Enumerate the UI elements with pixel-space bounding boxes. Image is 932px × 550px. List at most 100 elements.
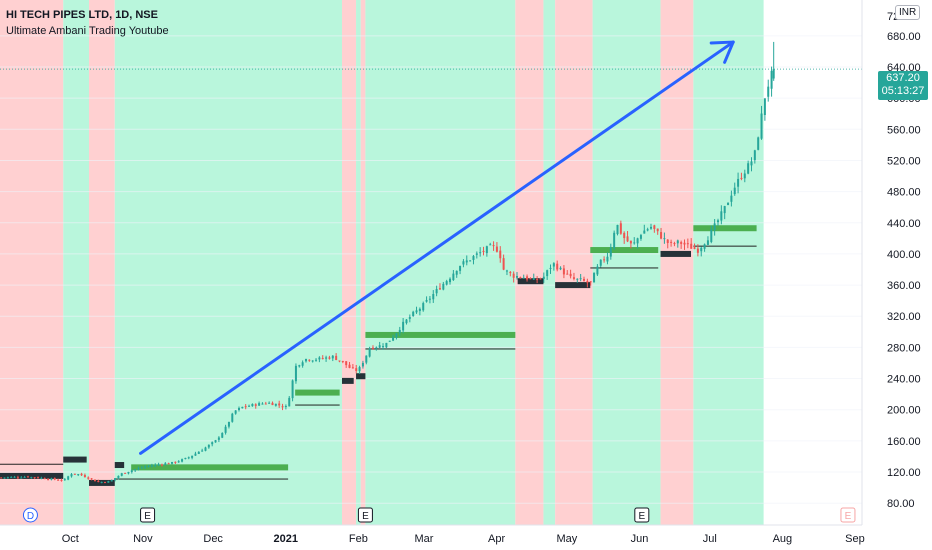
price-tick-label: 440.00	[887, 218, 921, 230]
candle-down	[556, 263, 559, 270]
candle-up	[593, 272, 596, 283]
candle-up	[408, 317, 411, 319]
candle-up	[747, 163, 750, 174]
time-tick-label: Aug	[773, 533, 793, 545]
grid-lines	[0, 35, 862, 504]
candle-up	[268, 402, 271, 404]
regime-band-bull	[592, 0, 661, 525]
candle-up	[532, 277, 535, 280]
candle-up	[559, 267, 562, 270]
candle-up	[6, 477, 9, 479]
candle-down	[321, 358, 324, 360]
candle-down	[348, 364, 351, 368]
candle-up	[284, 406, 287, 408]
candle-up	[50, 478, 53, 480]
candle-down	[264, 403, 267, 405]
candle-up	[154, 464, 157, 466]
candle-up	[449, 278, 452, 283]
regime-band-bear	[515, 0, 544, 525]
regime-band-bull	[356, 0, 361, 525]
candle-up	[475, 253, 478, 255]
candle-down	[0, 477, 3, 479]
candle-up	[315, 359, 318, 361]
time-tick-label: Jun	[631, 533, 649, 545]
price-tick-label: 320.00	[887, 311, 921, 323]
candle-up	[422, 303, 425, 311]
candle-down	[124, 472, 127, 474]
symbol-title[interactable]: HI TECH PIPES LTD, 1D, NSE	[6, 9, 158, 21]
candle-down	[338, 360, 341, 362]
regime-band-bear	[0, 0, 64, 525]
candle-up	[144, 466, 147, 468]
candle-up	[445, 281, 448, 285]
level-line-thin	[365, 348, 516, 350]
candle-down	[653, 225, 656, 229]
level-line-dark	[517, 278, 544, 285]
time-tick-label: May	[556, 533, 577, 545]
level-line-thin	[693, 245, 757, 247]
candle-down	[87, 477, 90, 479]
last-price-label: 637.20 05:13:27	[878, 71, 928, 100]
candle-up	[114, 478, 117, 481]
candle-up	[395, 333, 398, 338]
candle-up	[261, 403, 264, 405]
candle-down	[583, 278, 586, 281]
time-tick-label: 2021	[274, 533, 298, 545]
indicator-title[interactable]: Ultimate Ambani Trading Youtube	[6, 25, 169, 37]
candle-down	[345, 361, 348, 366]
candle-up	[542, 276, 545, 279]
candle-up	[191, 455, 194, 458]
trend-arrow-head	[723, 40, 735, 64]
event-marker-label: E	[638, 511, 645, 522]
time-axis[interactable]: Oct Nov Dec 2021 Feb Mar Apr May Jun Jul Aug Sep	[0, 524, 932, 550]
candle-down	[495, 246, 498, 252]
level-line-green	[131, 464, 289, 471]
candle-up	[596, 266, 599, 275]
time-tick-label: Apr	[488, 533, 505, 545]
candle-up	[643, 230, 646, 234]
event-marker-label: D	[27, 511, 34, 522]
candle-up	[204, 447, 207, 451]
candle-down	[73, 473, 76, 475]
candle-up	[181, 459, 184, 462]
candle-down	[60, 479, 63, 481]
candle-up	[462, 261, 465, 265]
trend-arrow-head	[709, 40, 735, 45]
candle-up	[251, 404, 254, 407]
candle-up	[452, 273, 455, 281]
candle-up	[288, 397, 291, 407]
candle-up	[147, 465, 150, 467]
regime-band-bear	[555, 0, 593, 525]
candle-up	[304, 358, 307, 362]
candle-up	[294, 365, 297, 382]
candle-up	[274, 403, 277, 406]
candle-up	[221, 432, 224, 438]
candle-up	[217, 437, 220, 440]
candle-up	[301, 362, 304, 366]
level-line-thin	[295, 404, 340, 406]
level-line-dark	[356, 373, 366, 380]
candle-down	[502, 258, 505, 270]
candle-up	[402, 321, 405, 331]
candle-up	[552, 263, 555, 267]
candle-up	[469, 260, 472, 262]
candle-up	[733, 187, 736, 195]
candle-up	[633, 242, 636, 244]
candle-up	[706, 240, 709, 245]
currency-label[interactable]: INR	[895, 5, 921, 20]
candle-down	[526, 276, 529, 280]
candlesticks	[0, 41, 862, 484]
candle-up	[234, 410, 237, 414]
candle-down	[539, 278, 542, 280]
price-tick-label: 640.00	[887, 62, 921, 74]
event-marker-label: E	[144, 511, 151, 522]
candle-down	[104, 482, 107, 484]
candle-up	[412, 311, 415, 317]
price-tick-label: 680.00	[887, 31, 921, 43]
candle-down	[57, 479, 60, 481]
candle-up	[127, 471, 130, 474]
candle-up	[237, 407, 240, 411]
candle-up	[361, 362, 364, 367]
